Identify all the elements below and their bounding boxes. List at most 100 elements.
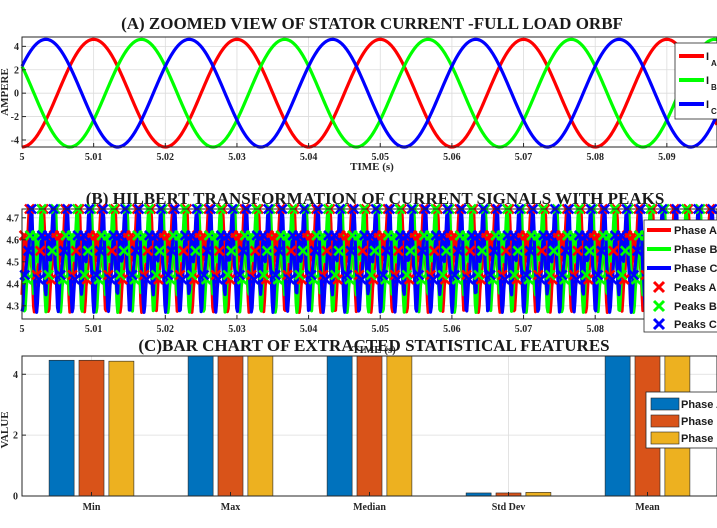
peak-marker-peaks-c [452,245,464,257]
peak-marker-peaks-b [473,269,484,281]
peak-marker-peaks-c [449,269,461,281]
panel-b-xtick-label: 5.05 [371,324,389,335]
peak-marker-peaks-c [42,229,54,241]
legend-entry-peaks-a: Peaks A [652,280,716,294]
bar-max-phase-b [217,355,244,497]
peak-marker-peaks-b [584,245,596,257]
panel-c-legend: Phase A Phase B Phase C [645,391,717,449]
peak-marker-peaks-c [237,245,249,257]
peak-marker-peaks-a [321,245,333,257]
peak-marker-peaks-c [341,269,353,281]
peak-marker-peaks-c [305,269,317,281]
legend-label-bar-phase-a: Phase A [681,399,717,411]
panel-b-ytick-label: 4.6 [7,235,20,246]
panel-b-ytick-label: 4.3 [7,301,20,312]
peak-marker-peaks-b [333,245,345,257]
peak-marker-peaks-b [619,245,631,257]
peak-marker-peaks-c [596,245,607,257]
peak-marker-peaks-c [592,269,604,281]
peak-marker-peaks-b [616,269,628,281]
peak-marker-peaks-c [126,269,138,281]
panel-a-ytick-label: -4 [11,135,19,146]
peak-marker-peaks-b [437,269,449,281]
peak-marker-peaks-c [381,245,392,257]
peak-marker-peaks-c [463,273,475,285]
peak-marker-peaks-b [329,269,341,281]
peak-marker-peaks-c [320,273,332,285]
peak-marker-peaks-c [221,229,233,241]
peak-marker-peaks-c [520,269,532,281]
peak-marker-peaks-c [78,229,90,241]
peak-marker-peaks-c [427,273,439,285]
peak-marker-peaks-c [248,273,260,285]
panel-b-xtick-label: 5 [20,324,25,335]
panel-b-xlabel: TIME (s) [352,344,396,356]
peak-marker-peaks-b [79,269,90,281]
panel-b-ytick-label: 4.4 [7,279,20,290]
peak-marker-peaks-a [34,245,46,257]
legend-entry-peaks-b: Peaks B [652,299,717,313]
legend-entry-ib: I B [679,75,717,92]
panel-b-xtick-label: 5.08 [586,324,604,335]
peak-marker-peaks-c [212,273,224,285]
peak-marker-peaks-b [150,269,162,281]
peak-marker-peaks-a [357,245,369,257]
peak-marker-peaks-a [536,245,548,257]
peak-marker-peaks-b [222,269,234,281]
legend-entry-peaks-c: Peaks C [652,317,717,331]
peak-marker-peaks-c [284,273,296,285]
panel-a-ytick-label: 4 [14,42,19,53]
peak-marker-peaks-c [33,273,45,285]
panel-c-category-label: Std Dev [492,502,526,513]
panel-a-lines [20,37,717,149]
legend-entry-ia: I A [679,51,717,68]
legend-label-phase-c: Phase C [674,263,717,275]
peak-marker-peaks-b [293,269,305,281]
peak-marker-peaks-c [472,229,484,241]
legend-entry-phase-b: Phase B [647,244,717,256]
legend-entry-phase-c: Phase C [647,263,717,275]
peak-marker-peaks-c [571,273,582,285]
panel-a-xtick-label: 5.04 [300,152,318,163]
peak-marker-peaks-c [185,229,197,241]
panel-a-xtick-label: 5.05 [371,152,389,163]
peak-marker-peaks-b [544,269,556,281]
legend-entry-ic: I C [679,99,717,116]
bar-min-phase-b [78,359,105,497]
peak-marker-peaks-c [631,245,643,257]
peak-marker-peaks-a [249,245,261,257]
legend-entry-bar-phase-a: Phase A [650,397,717,411]
series-line-ic [20,37,717,149]
panel-b-axes-box [21,208,717,320]
panel-a-ticks: 5 5.01 5.02 5.03 5.04 5.05 5.06 5.07 5.08 5.09 -4 -… [11,42,676,163]
peak-marker-peaks-a [106,245,118,257]
panel-b-xtick-label: 5.03 [228,324,246,335]
peak-marker-peaks-c [345,245,357,257]
peak-marker-peaks-c [436,229,448,241]
peak-marker-peaks-c [413,269,425,281]
peak-marker-peaks-b [258,269,270,281]
legend-label-phase-a: Phase A [674,225,717,237]
peak-marker-peaks-b [365,269,377,281]
legend-sub-ia: A [711,59,717,68]
panel-a-xtick-label: 5.02 [157,152,175,163]
peak-marker-peaks-c [234,269,246,281]
peak-marker-peaks-a [428,245,440,257]
peak-marker-peaks-b [580,269,592,281]
legend-label-peaks-b: Peaks B [674,301,717,313]
legend-entry-bar-phase-b: Phase B [650,414,717,428]
panel-a-xtick-label: 5.01 [85,152,103,163]
panel-c-category-label: Max [221,502,240,513]
peak-marker-peaks-b [512,245,524,257]
panel-c-ticks: 0 2 4 Min Max Median Std Dev Mean [13,370,660,513]
legend-label-ia: I [706,51,709,63]
peak-marker-peaks-c [69,273,81,285]
series-line-ib [20,37,717,149]
legend-label-peaks-a: Peaks A [674,282,716,294]
peak-marker-peaks-b [186,269,198,281]
peak-marker-peaks-c [309,245,321,257]
peak-marker-peaks-c [141,273,152,285]
peak-marker-peaks-a [70,245,82,257]
legend-label-ic: I [706,99,709,111]
peak-marker-peaks-a [608,245,619,257]
